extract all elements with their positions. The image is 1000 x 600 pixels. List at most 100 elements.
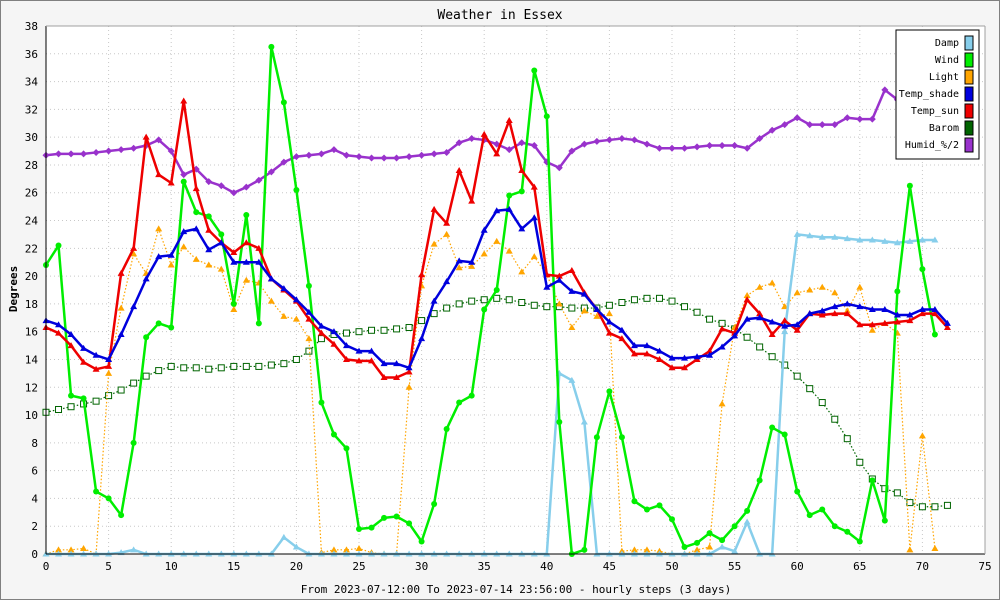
data-point-temp-sun <box>668 364 676 371</box>
y-tick-label: 0 <box>31 548 38 561</box>
data-point-wind <box>493 287 500 293</box>
data-point-temp-shade <box>55 321 63 328</box>
data-point-humid-2 <box>580 140 588 148</box>
x-tick-label: 25 <box>352 560 365 573</box>
x-axis-ticks: 0 5 10 15 20 25 30 35 40 45 50 55 60 65 70 75 <box>43 560 992 573</box>
data-point-temp-shade <box>142 275 150 282</box>
data-point-temp-shade <box>580 290 588 297</box>
legend-label: Temp_sun <box>911 106 959 117</box>
data-point-wind <box>794 488 801 495</box>
data-point-damp <box>906 237 914 244</box>
data-point-light <box>80 544 88 551</box>
data-point-temp-sun <box>255 244 263 251</box>
data-point-barom <box>180 364 188 372</box>
y-tick-label: 8 <box>31 437 38 450</box>
data-point-barom <box>480 296 488 304</box>
data-point-light <box>518 268 526 275</box>
data-point-humid-2 <box>518 139 526 147</box>
x-tick-label: 70 <box>916 560 929 573</box>
data-point-damp <box>743 518 751 525</box>
data-point-light <box>868 326 876 333</box>
data-point-temp-shade <box>430 297 438 304</box>
data-point-temp-shade <box>731 332 739 339</box>
legend-swatch <box>964 35 974 51</box>
data-point-light <box>267 297 275 304</box>
data-point-temp-sun <box>518 167 526 174</box>
data-point-wind <box>481 306 488 313</box>
data-point-barom <box>192 364 200 372</box>
data-point-wind <box>443 425 450 432</box>
data-point-wind <box>393 513 400 520</box>
data-point-wind <box>68 392 75 399</box>
data-point-temp-sun <box>856 321 864 328</box>
data-point-wind <box>643 506 650 513</box>
data-point-wind <box>143 334 150 341</box>
data-point-humid-2 <box>418 151 426 159</box>
data-point-humid-2 <box>843 114 851 122</box>
data-point-barom <box>918 503 926 511</box>
data-point-light <box>493 237 501 244</box>
data-point-wind <box>756 477 763 484</box>
data-point-temp-sun <box>405 368 413 375</box>
data-point-temp-shade <box>105 355 113 362</box>
data-point-wind <box>894 288 901 295</box>
data-point-humid-2 <box>230 189 238 197</box>
data-point-temp-sun <box>80 358 88 365</box>
data-point-light <box>405 383 413 390</box>
data-point-wind <box>618 434 625 441</box>
data-point-temp-sun <box>918 310 926 317</box>
data-point-wind <box>80 395 87 402</box>
data-point-damp <box>568 376 576 383</box>
data-point-barom <box>843 435 851 443</box>
data-point-barom <box>443 304 451 312</box>
data-point-temp-sun <box>92 365 100 372</box>
data-point-damp <box>856 236 864 243</box>
data-point-temp-shade <box>405 364 413 371</box>
x-tick-label: 60 <box>791 560 804 573</box>
data-point-barom <box>818 399 826 407</box>
data-point-wind <box>218 231 225 238</box>
data-point-wind <box>55 242 62 249</box>
data-point-humid-2 <box>605 136 613 144</box>
data-point-light <box>468 262 476 269</box>
data-point-barom <box>430 310 438 318</box>
data-point-light <box>180 243 188 250</box>
data-point-temp-sun <box>455 167 463 174</box>
chart-title: Weather in Essex <box>437 8 562 23</box>
data-point-light <box>643 546 651 553</box>
data-point-humid-2 <box>781 121 789 129</box>
data-point-barom <box>881 485 889 493</box>
data-point-humid-2 <box>305 151 313 159</box>
x-tick-label: 40 <box>540 560 553 573</box>
data-point-temp-shade <box>180 228 188 235</box>
data-point-humid-2 <box>217 182 225 190</box>
data-point-wind <box>669 516 675 523</box>
legend-label: Barom <box>929 123 959 134</box>
data-point-damp <box>130 546 138 553</box>
data-point-temp-shade <box>530 214 538 221</box>
data-point-wind <box>230 300 237 307</box>
data-point-temp-sun <box>906 317 914 324</box>
data-point-barom <box>518 299 526 307</box>
data-point-barom <box>267 361 275 369</box>
data-point-wind <box>180 178 187 185</box>
data-point-light <box>242 276 250 283</box>
data-point-barom <box>230 362 238 370</box>
data-point-humid-2 <box>430 150 438 158</box>
plot-area <box>46 26 985 554</box>
x-tick-label: 20 <box>290 560 303 573</box>
legend-swatch <box>964 52 974 68</box>
legend-swatch <box>964 137 974 153</box>
data-point-damp <box>831 233 839 240</box>
data-point-wind <box>343 445 350 452</box>
data-point-temp-sun <box>618 335 626 342</box>
data-point-wind <box>869 477 876 484</box>
data-point-temp-shade <box>881 305 889 312</box>
data-point-wind <box>806 512 813 519</box>
data-point-humid-2 <box>868 115 876 123</box>
data-point-wind <box>193 209 200 216</box>
data-point-light <box>706 543 714 550</box>
data-point-light <box>455 264 463 271</box>
data-point-temp-shade <box>743 315 751 322</box>
data-point-temp-sun <box>430 205 438 212</box>
